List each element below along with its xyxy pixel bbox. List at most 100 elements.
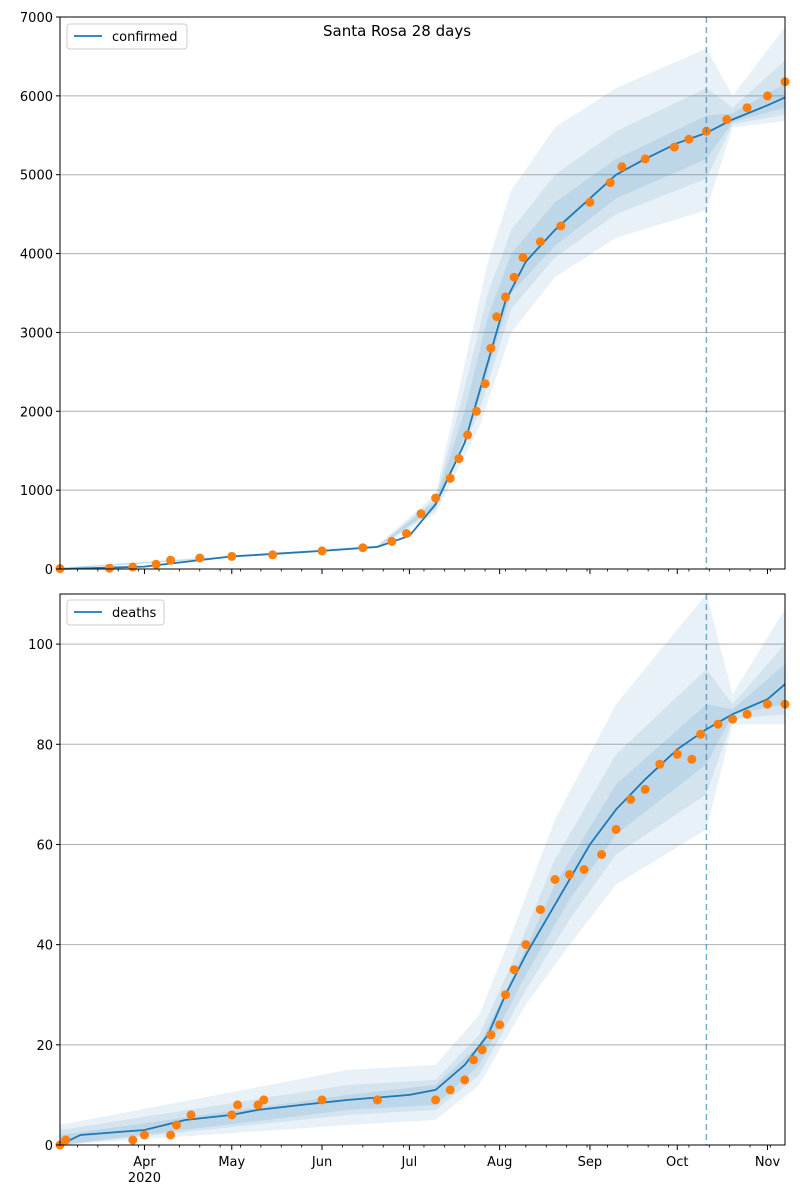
y-tick-label: 100 (28, 638, 53, 653)
observed-point (617, 162, 627, 172)
observed-point (696, 729, 706, 739)
band-middle (60, 60, 785, 570)
confirmed-uncertainty-bands (60, 27, 785, 570)
observed-point (669, 142, 679, 152)
observed-point (172, 1120, 181, 1130)
observed-point (477, 1045, 487, 1055)
observed-point (105, 563, 114, 573)
y-tick-label: 20 (36, 1039, 53, 1054)
observed-point (684, 134, 694, 144)
deaths-legend-box (66, 599, 165, 626)
x-tick-label: Aug (487, 1155, 512, 1170)
observed-point (166, 1130, 176, 1140)
y-tick-label: 0 (45, 1139, 53, 1154)
y-tick-label: 60 (36, 838, 53, 853)
x-tick-year-label: 2020 (128, 1171, 161, 1186)
observed-point (597, 850, 607, 859)
band-middle (60, 644, 785, 1145)
confirmed-panel: 0 1000 2000 3000 4000 5000 6000 7000 confirmed (20, 11, 790, 578)
observed-point (463, 430, 473, 440)
observed-point (372, 1095, 382, 1105)
observed-point (454, 454, 464, 464)
band-outer (60, 27, 785, 570)
observed-point (521, 940, 531, 950)
observed-point (640, 784, 650, 794)
y-tick-label: 2000 (20, 405, 53, 420)
observed-point (166, 555, 176, 565)
y-tick-label: 5000 (20, 169, 53, 184)
x-tick-label: Apr (133, 1155, 156, 1170)
observed-point (585, 197, 595, 207)
observed-point (268, 550, 278, 560)
deaths-observed-points (55, 699, 790, 1150)
observed-point (579, 865, 589, 874)
observed-point (713, 719, 723, 729)
observed-point (486, 343, 496, 353)
observed-point (565, 870, 574, 879)
x-tick-label: May (218, 1155, 245, 1170)
observed-point (445, 1085, 455, 1095)
observed-point (509, 965, 519, 975)
observed-point (128, 562, 138, 572)
observed-point (402, 529, 411, 538)
observed-point (535, 237, 545, 247)
observed-point (431, 1095, 441, 1105)
observed-point (139, 1130, 149, 1140)
y-tick-label: 3000 (20, 326, 53, 341)
observed-point (640, 154, 650, 164)
y-tick-label: 40 (36, 939, 53, 954)
confirmed-legend-label: confirmed (112, 30, 178, 45)
observed-point (195, 553, 205, 563)
deaths-legend-label: deaths (112, 606, 157, 621)
observed-point (492, 312, 502, 322)
y-tick-label: 0 (45, 563, 53, 578)
deaths-uncertainty-bands (60, 594, 785, 1145)
observed-point (495, 1020, 505, 1030)
deaths-axes-frame (59, 593, 786, 1146)
observed-point (672, 749, 682, 759)
observed-point (128, 1135, 138, 1145)
observed-point (186, 1110, 196, 1120)
confirmed-x-ticks (77, 569, 771, 574)
y-tick-label: 6000 (20, 90, 53, 105)
observed-point (501, 990, 510, 1000)
observed-point (233, 1100, 243, 1110)
observed-point (358, 543, 368, 553)
confirmed-axes-frame (59, 16, 786, 570)
observed-point (611, 824, 621, 834)
x-tick-label: Jul (401, 1155, 418, 1170)
observed-point (550, 875, 560, 884)
band-outer (60, 594, 785, 1145)
y-tick-label: 4000 (20, 248, 53, 263)
observed-point (317, 1095, 327, 1105)
observed-point (535, 905, 545, 915)
observed-point (655, 759, 665, 769)
observed-point (227, 1110, 237, 1120)
observed-point (151, 559, 161, 569)
confirmed-observed-points (55, 77, 790, 574)
observed-point (509, 272, 519, 282)
observed-point (317, 546, 327, 556)
observed-point (486, 1030, 496, 1040)
confirmed-legend: confirmed (66, 23, 188, 50)
observed-point (416, 509, 426, 519)
observed-point (687, 754, 697, 764)
y-tick-label: 80 (36, 738, 53, 753)
observed-point (626, 794, 636, 804)
observed-point (742, 709, 752, 719)
observed-point (518, 253, 528, 262)
observed-point (742, 103, 752, 113)
figure-title: Santa Rosa 28 days (323, 22, 471, 40)
deaths-legend: deaths (66, 599, 165, 626)
x-tick-label: Nov (755, 1155, 781, 1170)
confirmed-legend-box (66, 23, 188, 50)
observed-point (722, 115, 732, 124)
band-inner (60, 84, 785, 569)
observed-point (556, 221, 566, 231)
observed-point (460, 1075, 470, 1085)
observed-point (501, 292, 510, 302)
observed-point (445, 473, 455, 483)
